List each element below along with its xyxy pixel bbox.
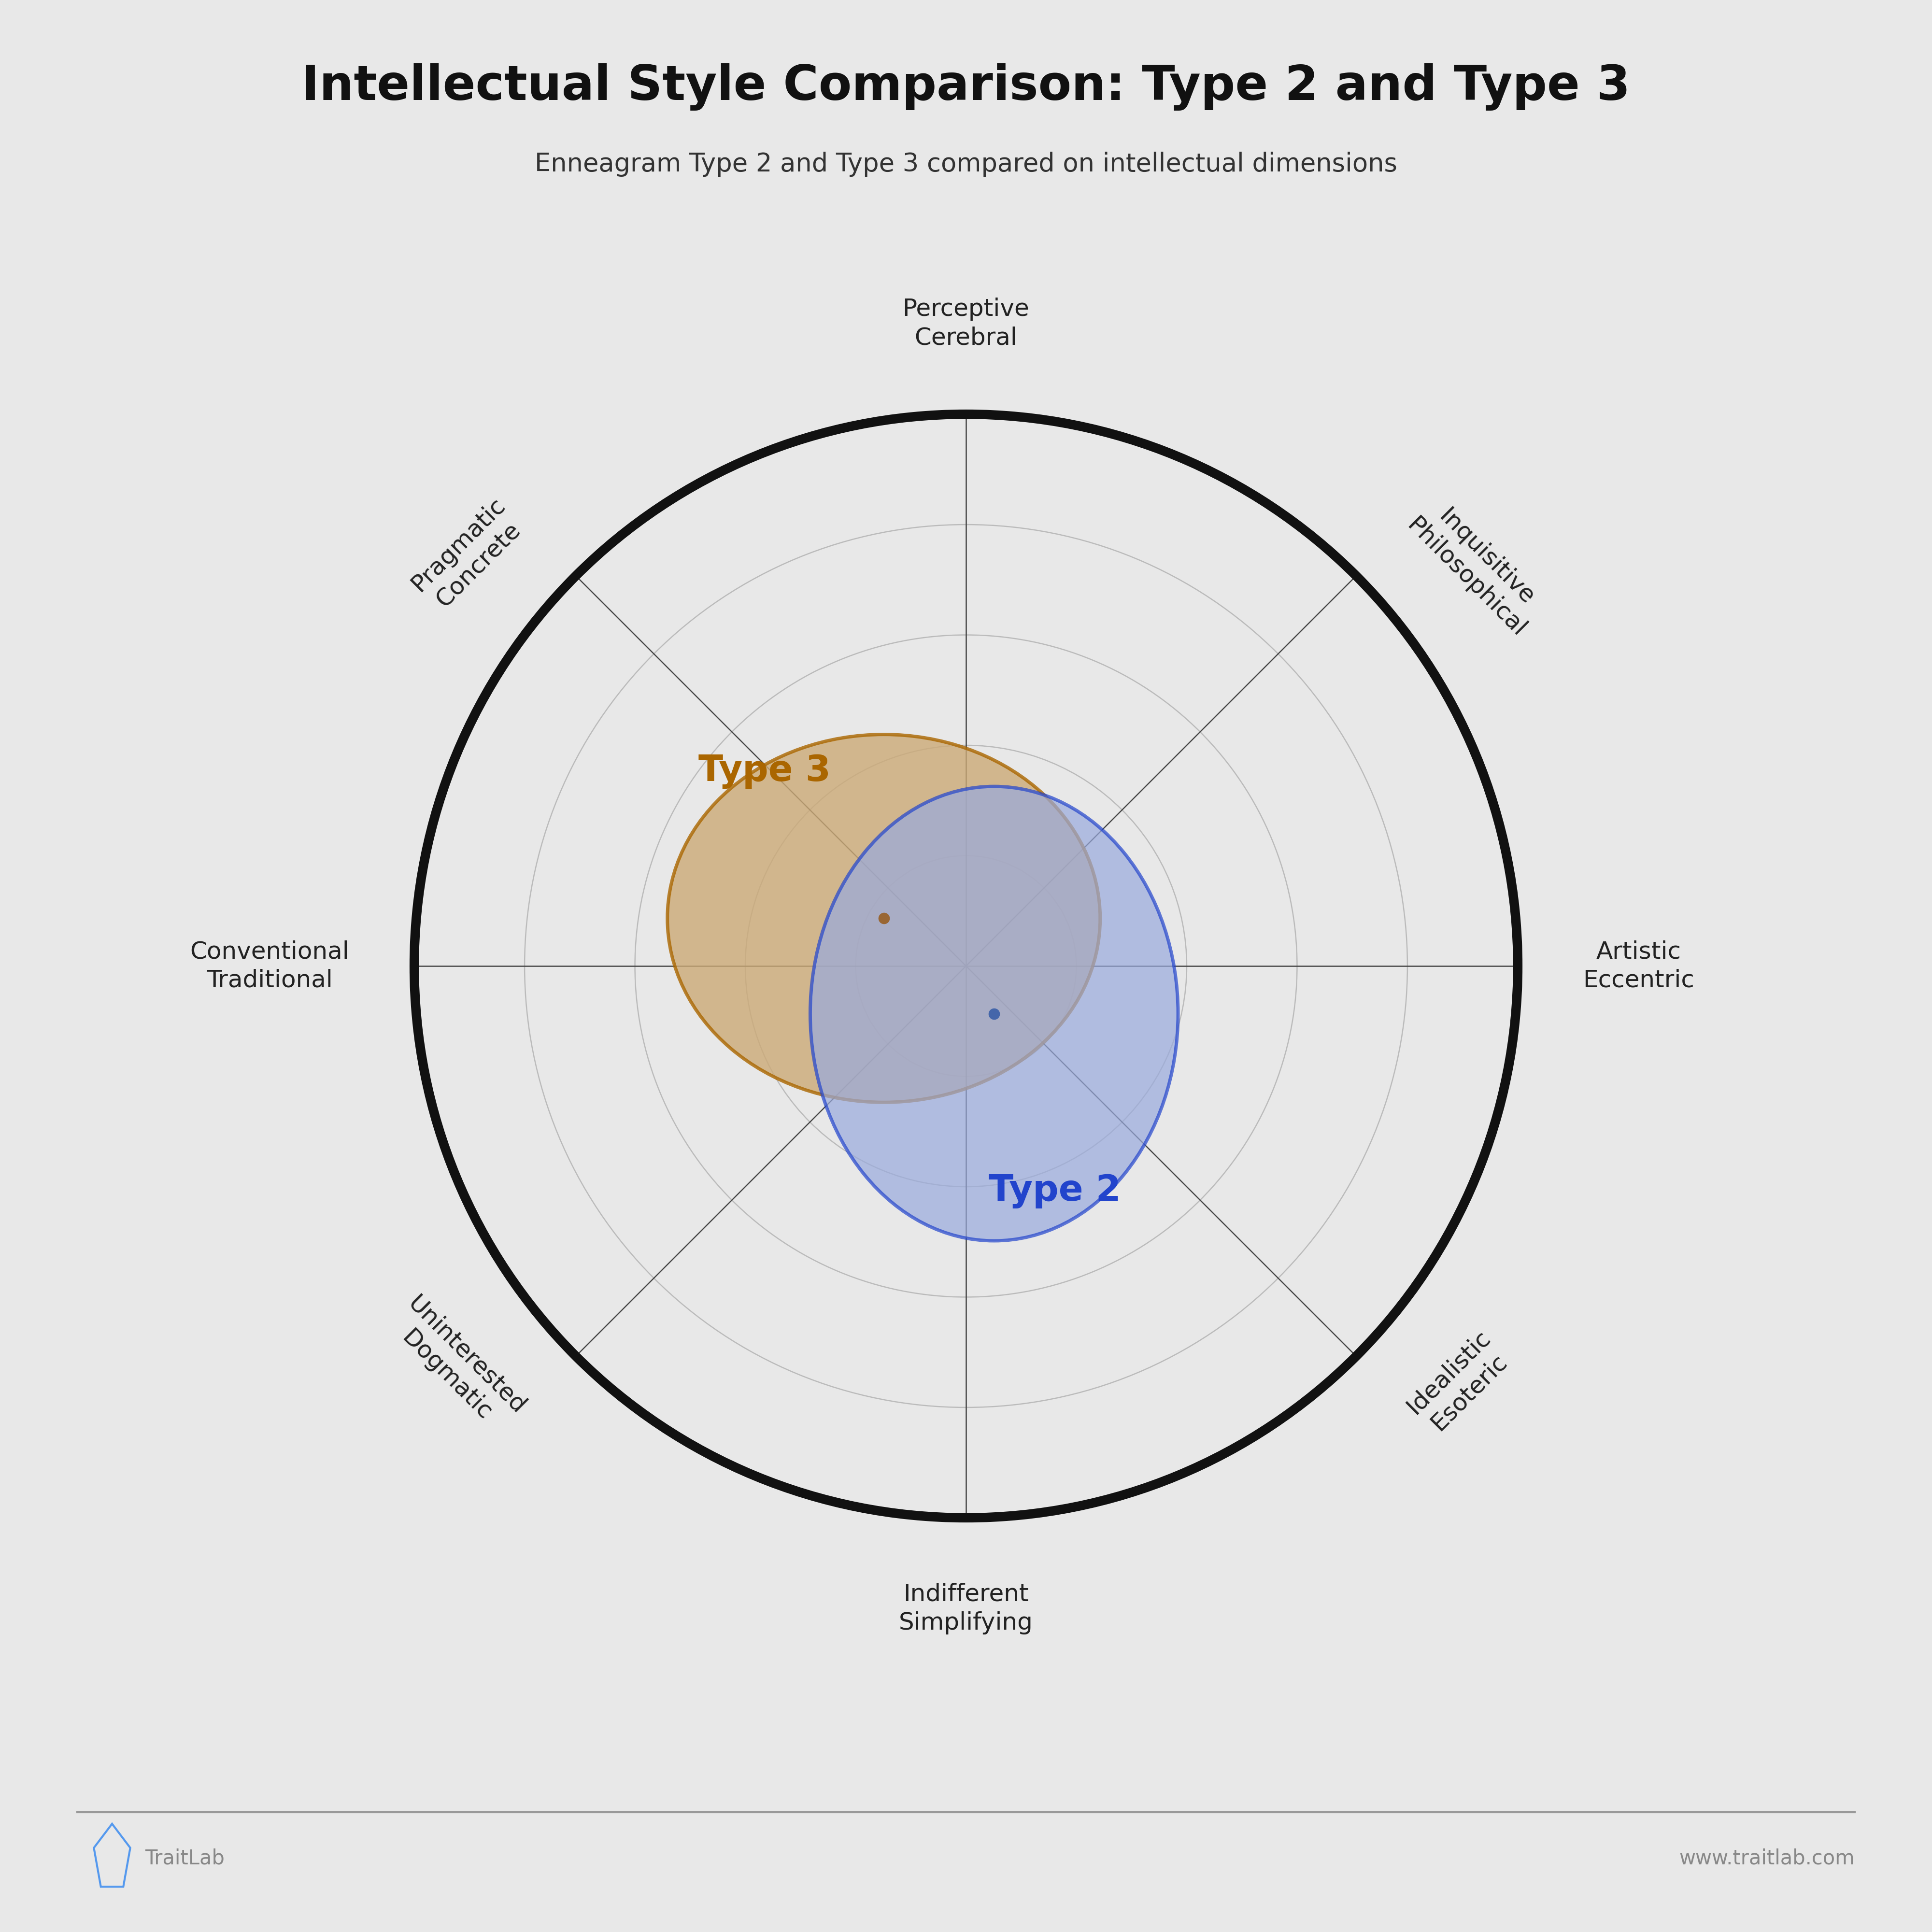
Text: www.traitlab.com: www.traitlab.com [1679, 1849, 1855, 1868]
Text: Uninterested
Dogmatic: Uninterested Dogmatic [383, 1293, 529, 1439]
Text: Artistic
Eccentric: Artistic Eccentric [1582, 941, 1694, 991]
Ellipse shape [667, 734, 1099, 1103]
Text: Inquisitive
Philosophical: Inquisitive Philosophical [1403, 493, 1549, 641]
Text: Pragmatic
Concrete: Pragmatic Concrete [408, 493, 529, 616]
Text: Intellectual Style Comparison: Type 2 and Type 3: Intellectual Style Comparison: Type 2 an… [301, 64, 1631, 110]
Text: TraitLab: TraitLab [145, 1849, 224, 1868]
Text: Enneagram Type 2 and Type 3 compared on intellectual dimensions: Enneagram Type 2 and Type 3 compared on … [535, 153, 1397, 178]
Text: Type 2: Type 2 [989, 1173, 1121, 1209]
Text: Conventional
Traditional: Conventional Traditional [189, 941, 350, 991]
Text: Type 3: Type 3 [699, 753, 831, 788]
Text: Idealistic
Esoteric: Idealistic Esoteric [1403, 1325, 1515, 1439]
Ellipse shape [810, 786, 1179, 1240]
Text: Indifferent
Simplifying: Indifferent Simplifying [898, 1582, 1034, 1634]
Text: Perceptive
Cerebral: Perceptive Cerebral [902, 298, 1030, 350]
